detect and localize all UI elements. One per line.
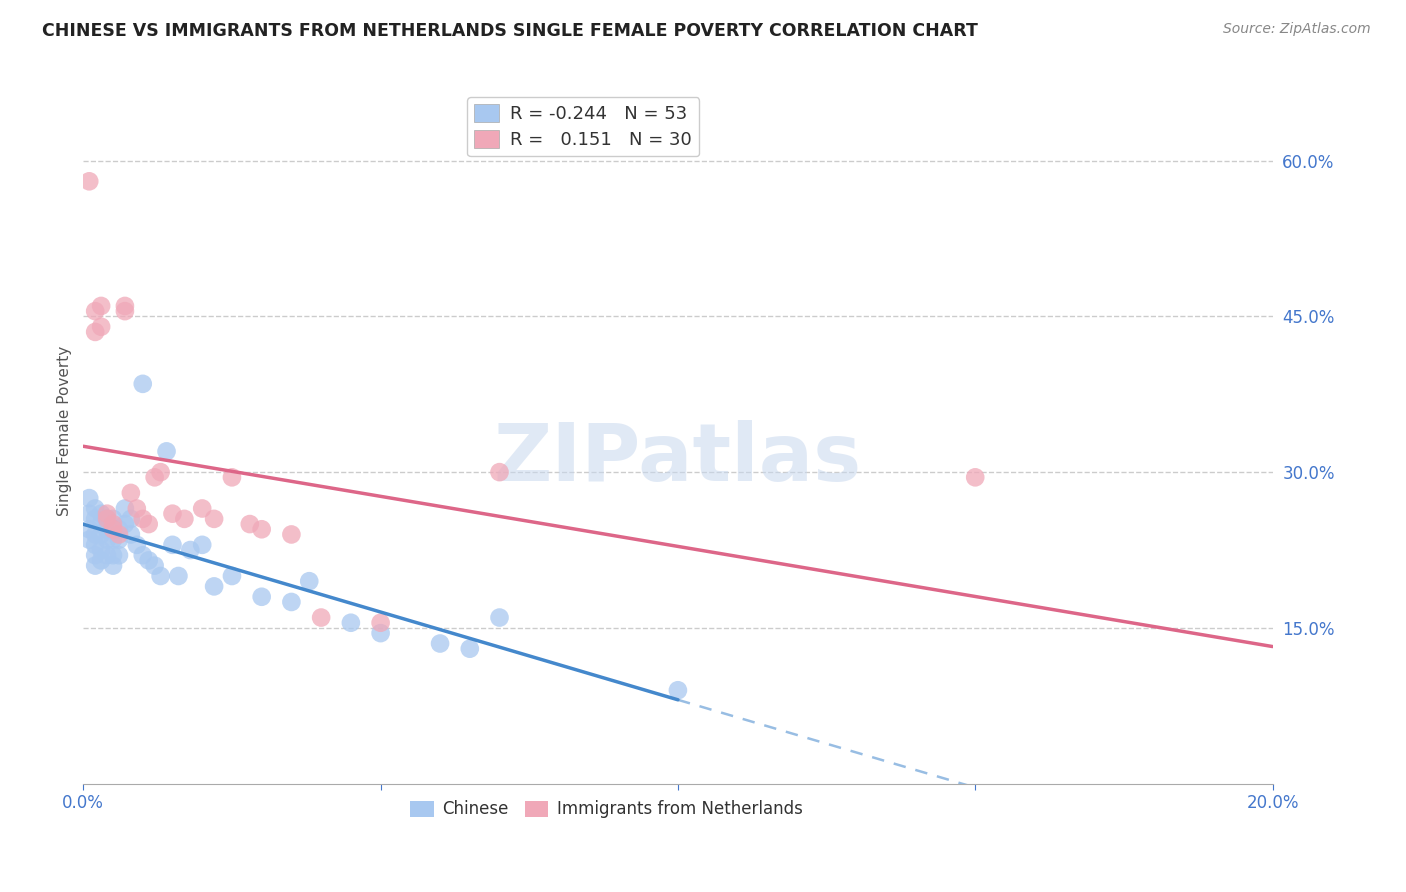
Point — [162, 507, 184, 521]
Point — [84, 512, 107, 526]
Point — [84, 538, 107, 552]
Point — [429, 636, 451, 650]
Point — [191, 501, 214, 516]
Point — [370, 626, 392, 640]
Point — [84, 304, 107, 318]
Point — [114, 517, 136, 532]
Point — [173, 512, 195, 526]
Point — [84, 325, 107, 339]
Point — [370, 615, 392, 630]
Point — [221, 470, 243, 484]
Point — [488, 465, 510, 479]
Point — [309, 610, 332, 624]
Point — [149, 465, 172, 479]
Point — [96, 512, 118, 526]
Point — [96, 512, 118, 526]
Point — [191, 538, 214, 552]
Point — [162, 538, 184, 552]
Point — [132, 376, 155, 391]
Point — [488, 610, 510, 624]
Point — [143, 558, 166, 573]
Point — [125, 501, 148, 516]
Point — [250, 590, 273, 604]
Point — [90, 319, 112, 334]
Point — [666, 683, 689, 698]
Point — [96, 522, 118, 536]
Point — [167, 569, 190, 583]
Point — [108, 522, 131, 536]
Point — [96, 507, 118, 521]
Point — [221, 569, 243, 583]
Point — [108, 533, 131, 547]
Point — [84, 548, 107, 562]
Point — [143, 470, 166, 484]
Point — [101, 522, 124, 536]
Point — [179, 543, 201, 558]
Point — [120, 527, 142, 541]
Point — [90, 527, 112, 541]
Point — [90, 517, 112, 532]
Point — [96, 548, 118, 562]
Point — [202, 512, 225, 526]
Point — [84, 501, 107, 516]
Point — [202, 579, 225, 593]
Point — [120, 512, 142, 526]
Text: CHINESE VS IMMIGRANTS FROM NETHERLANDS SINGLE FEMALE POVERTY CORRELATION CHART: CHINESE VS IMMIGRANTS FROM NETHERLANDS S… — [42, 22, 979, 40]
Point — [114, 501, 136, 516]
Legend: Chinese, Immigrants from Netherlands: Chinese, Immigrants from Netherlands — [404, 794, 810, 825]
Point — [149, 569, 172, 583]
Point — [155, 444, 177, 458]
Point — [77, 174, 100, 188]
Text: Source: ZipAtlas.com: Source: ZipAtlas.com — [1223, 22, 1371, 37]
Point — [114, 304, 136, 318]
Point — [132, 512, 155, 526]
Point — [458, 641, 481, 656]
Point — [250, 522, 273, 536]
Point — [138, 517, 160, 532]
Point — [77, 507, 100, 521]
Point — [90, 543, 112, 558]
Point — [101, 522, 124, 536]
Point — [77, 533, 100, 547]
Point — [280, 595, 302, 609]
Point — [114, 299, 136, 313]
Point — [101, 533, 124, 547]
Point — [965, 470, 987, 484]
Point — [108, 548, 131, 562]
Point — [280, 527, 302, 541]
Point — [132, 548, 155, 562]
Point — [96, 533, 118, 547]
Y-axis label: Single Female Poverty: Single Female Poverty — [58, 345, 72, 516]
Point — [84, 558, 107, 573]
Point — [101, 517, 124, 532]
Point — [90, 553, 112, 567]
Point — [101, 548, 124, 562]
Point — [101, 512, 124, 526]
Point — [108, 527, 131, 541]
Point — [90, 299, 112, 313]
Point — [120, 486, 142, 500]
Point — [138, 553, 160, 567]
Text: ZIPatlas: ZIPatlas — [494, 420, 862, 498]
Point — [340, 615, 363, 630]
Point — [125, 538, 148, 552]
Point — [90, 507, 112, 521]
Point — [298, 574, 321, 589]
Point — [239, 517, 262, 532]
Point — [84, 527, 107, 541]
Point — [77, 522, 100, 536]
Point — [101, 558, 124, 573]
Point — [77, 491, 100, 505]
